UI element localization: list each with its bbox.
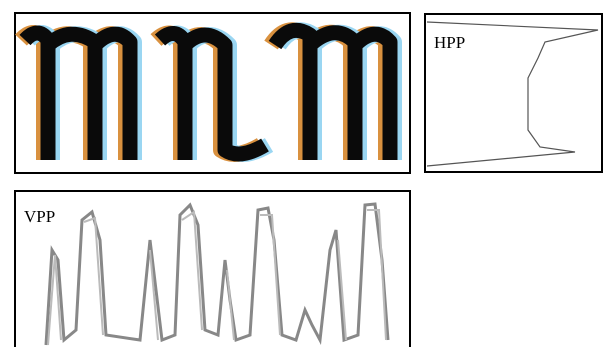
figure: HPP VPP <box>0 0 603 347</box>
vpp-label: VPP <box>24 207 55 226</box>
hpp-label: HPP <box>434 33 465 52</box>
vpp-frame <box>15 191 410 347</box>
page: HPP VPP (() => { const data = JSON.parse… <box>0 0 603 347</box>
